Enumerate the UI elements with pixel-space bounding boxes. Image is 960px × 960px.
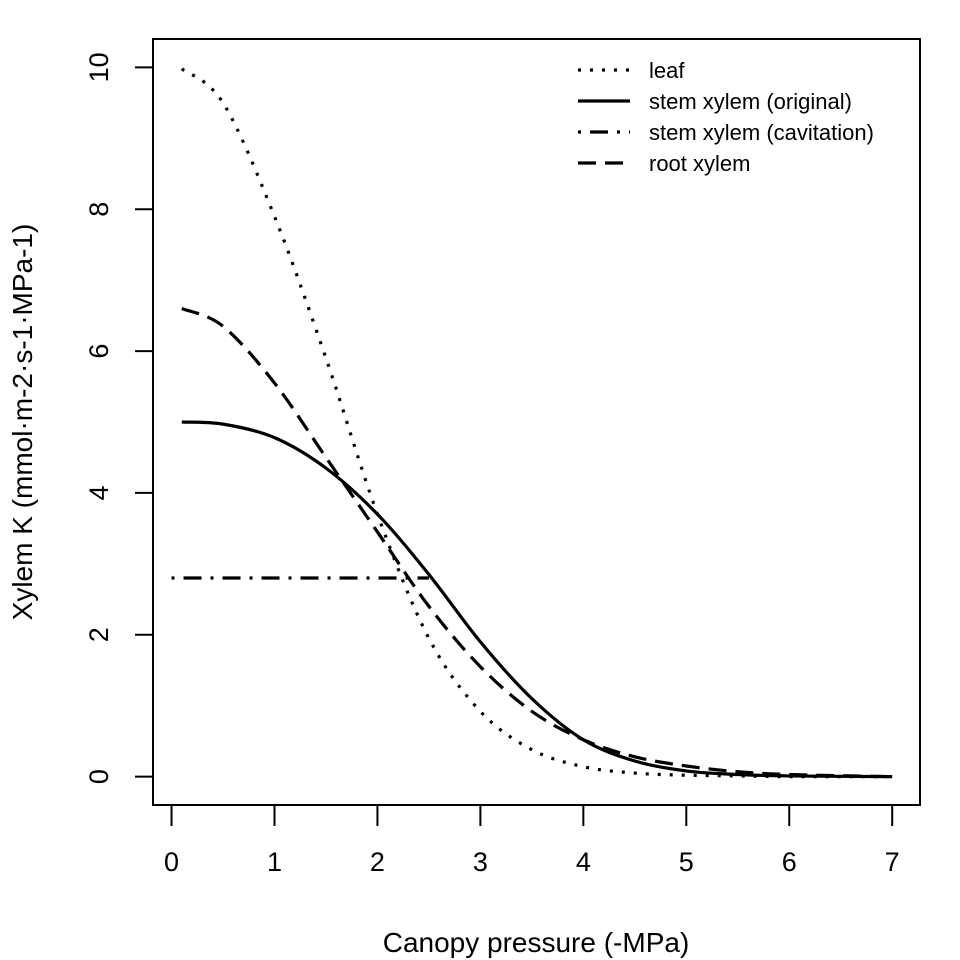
legend-label: root xylem xyxy=(649,151,750,176)
y-axis-label: Xylem K (mmol·m-2·s-1·MPa-1) xyxy=(7,224,38,621)
x-axis-label: Canopy pressure (-MPa) xyxy=(383,927,690,958)
series-line xyxy=(181,420,893,779)
legend: leaf stem xylem (original) stem xylem (cav… xyxy=(578,58,874,176)
x-tick-label: 0 xyxy=(164,847,179,877)
series-line xyxy=(181,307,893,779)
y-tick-label: 2 xyxy=(84,627,114,642)
y-tick-label: 6 xyxy=(84,344,114,359)
y-tick-label: 8 xyxy=(84,202,114,217)
series-layer xyxy=(171,67,893,779)
plot-frame xyxy=(152,38,921,806)
legend-label: stem xylem (original) xyxy=(649,89,852,114)
y-tick-label: 4 xyxy=(84,485,114,500)
x-axis: 0 1 2 3 4 5 6 7 xyxy=(164,804,900,877)
y-tick-label: 0 xyxy=(84,769,114,784)
legend-label: stem xylem (cavitation) xyxy=(649,120,874,145)
x-tick-label: 5 xyxy=(679,847,694,877)
y-tick-label: 10 xyxy=(84,52,114,82)
y-axis: 0 2 4 6 8 10 xyxy=(84,52,154,784)
series-line xyxy=(180,67,893,779)
x-tick-label: 4 xyxy=(576,847,591,877)
x-tick-label: 6 xyxy=(782,847,797,877)
legend-label: leaf xyxy=(649,58,685,83)
x-tick-label: 3 xyxy=(473,847,488,877)
x-tick-label: 7 xyxy=(885,847,900,877)
x-tick-label: 2 xyxy=(370,847,385,877)
x-tick-label: 1 xyxy=(267,847,282,877)
